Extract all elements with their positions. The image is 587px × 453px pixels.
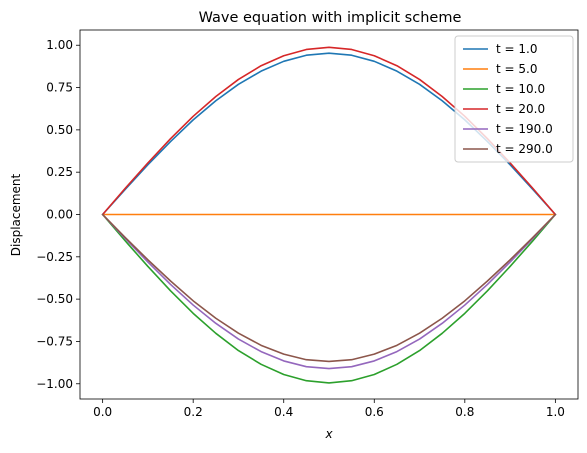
y-axis-ticks: 1.00 0.75 0.50 0.25 0.00 −0.25 −0.50 −0.75 −1.00 [36,38,80,391]
y-tick-label: 0.25 [46,165,73,179]
legend-label-2: t = 10.0 [496,82,545,96]
y-tick-label: −0.25 [36,250,73,264]
y-tick-label: 0.75 [46,81,73,95]
x-axis-label: x [324,427,333,441]
y-axis-label: Displacement [9,173,23,256]
x-tick-label: 0.2 [184,405,203,419]
legend-label-4: t = 190.0 [496,122,553,136]
x-axis-ticks: 0.0 0.2 0.4 0.6 0.8 1.0 [93,399,565,419]
legend-label-3: t = 20.0 [496,102,545,116]
chart-title: Wave equation with implicit scheme [199,10,462,26]
y-tick-label: −1.00 [36,377,73,391]
y-tick-label: −0.75 [36,334,73,348]
legend-label-1: t = 5.0 [496,62,537,76]
y-tick-label: 1.00 [46,38,73,52]
x-tick-label: 1.0 [546,405,565,419]
y-tick-label: −0.50 [36,292,73,306]
series-line-4 [101,213,557,370]
x-tick-label: 0.6 [365,405,384,419]
legend: t = 1.0 t = 5.0 t = 10.0 t = 20.0 t = 190.0 t… [454,35,574,163]
series-line-5 [101,213,557,363]
legend-label-5: t = 290.0 [496,142,553,156]
legend-label-0: t = 1.0 [496,42,537,56]
x-tick-label: 0.4 [274,405,293,419]
series-line-2 [101,213,557,384]
y-tick-label: 0.50 [46,123,73,137]
legend-box [454,35,574,163]
x-tick-label: 0.8 [455,405,474,419]
x-tick-label: 0.0 [93,405,112,419]
y-tick-label: 0.00 [46,208,73,222]
